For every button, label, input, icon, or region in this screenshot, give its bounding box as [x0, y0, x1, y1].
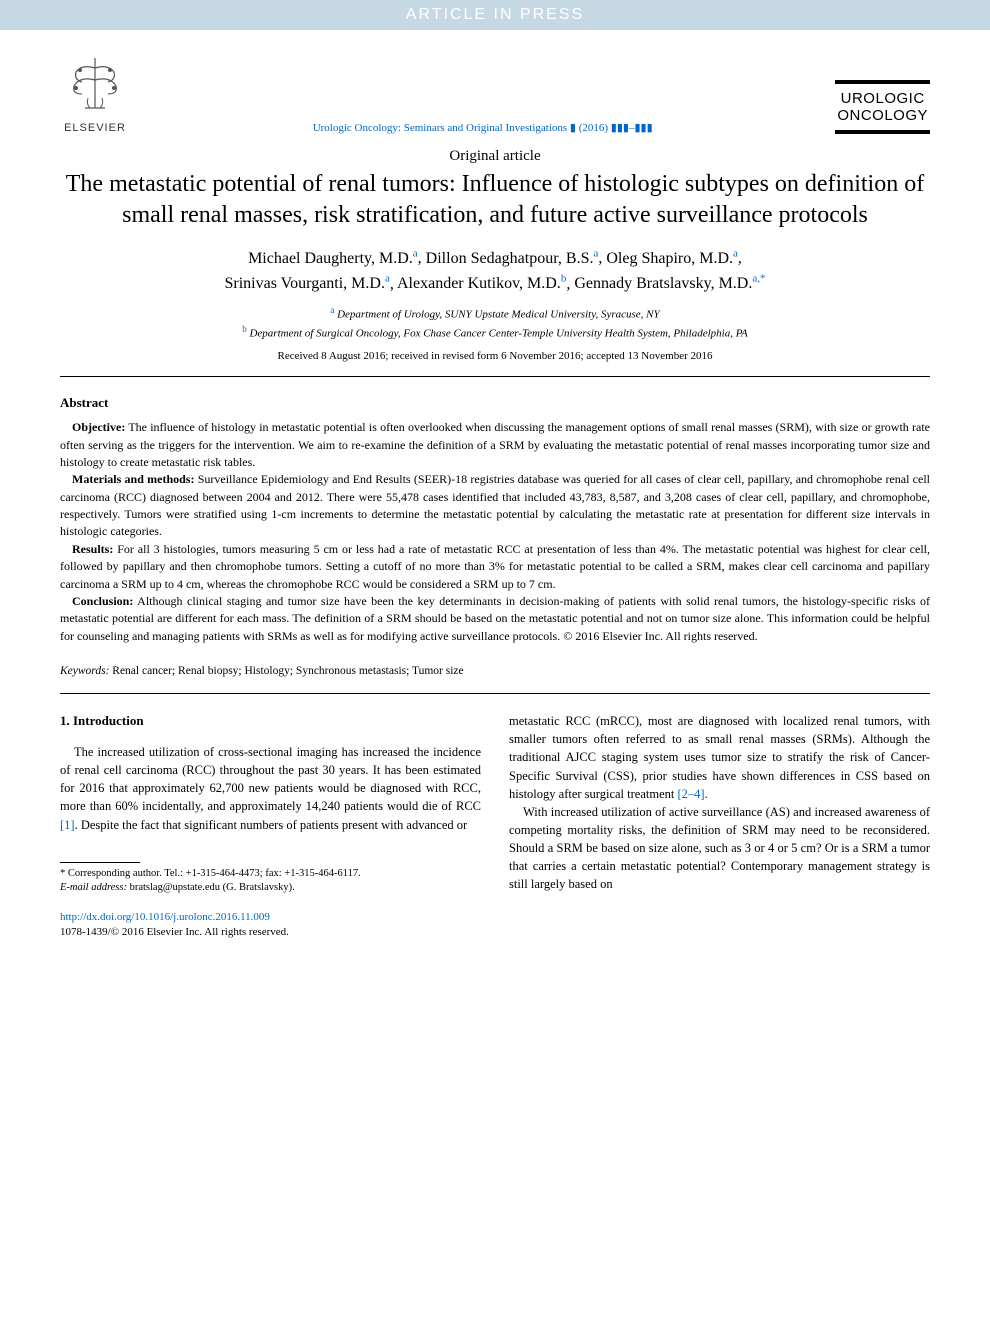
corresponding-star-icon: * — [760, 273, 766, 285]
elsevier-name: ELSEVIER — [64, 122, 126, 134]
article-title: The metastatic potential of renal tumors… — [60, 169, 930, 231]
journal-reference-link[interactable]: Urologic Oncology: Seminars and Original… — [130, 121, 835, 134]
doi-link[interactable]: http://dx.doi.org/10.1016/j.urolonc.2016… — [60, 911, 270, 923]
intro-para-1: The increased utilization of cross-secti… — [60, 743, 481, 834]
author-4: Alexander Kutikov, M.D.b — [397, 275, 566, 292]
corresponding-footnote: * Corresponding author. Tel.: +1-315-464… — [60, 867, 481, 896]
keywords-list: Renal cancer; Renal biopsy; Histology; S… — [109, 665, 463, 677]
affiliation-b: b Department of Surgical Oncology, Fox C… — [60, 323, 930, 342]
corresponding-email-line: E-mail address: bratslag@upstate.edu (G.… — [60, 881, 481, 896]
author-2: Oleg Shapiro, M.D.a — [606, 250, 738, 267]
intro-para-3: With increased utilization of active sur… — [509, 803, 930, 894]
author-5: Gennady Bratslavsky, M.D.a,* — [574, 275, 765, 292]
author-1: Dillon Sedaghatpour, B.S.a — [426, 250, 599, 267]
citation-2-4[interactable]: [2–4] — [677, 787, 704, 801]
header-row: ELSEVIER Urologic Oncology: Seminars and… — [0, 30, 990, 142]
article-in-press-banner: ARTICLE IN PRESS — [0, 0, 990, 30]
journal-title-line1: UROLOGIC — [837, 90, 928, 107]
keywords-label: Keywords: — [60, 665, 109, 677]
abstract-results: Results: For all 3 histologies, tumors m… — [60, 541, 930, 593]
divider-bottom — [60, 693, 930, 694]
intro-para-2: metastatic RCC (mRCC), most are diagnose… — [509, 712, 930, 803]
authors-block: Michael Daugherty, M.D.a, Dillon Sedagha… — [60, 245, 930, 296]
article-dates: Received 8 August 2016; received in revi… — [60, 350, 930, 362]
citation-1[interactable]: [1] — [60, 818, 75, 832]
elsevier-logo: ELSEVIER — [60, 50, 130, 134]
intro-heading: 1. Introduction — [60, 712, 481, 731]
author-0: Michael Daugherty, M.D.a — [248, 250, 418, 267]
right-column: metastatic RCC (mRCC), most are diagnose… — [509, 712, 930, 896]
abstract-conclusion: Conclusion: Although clinical staging an… — [60, 593, 930, 645]
abstract-methods: Materials and methods: Surveillance Epid… — [60, 471, 930, 541]
left-column: 1. Introduction The increased utilizatio… — [60, 712, 481, 896]
abstract-body: Objective: The influence of histology in… — [60, 419, 930, 645]
keywords-block: Keywords: Renal cancer; Renal biopsy; Hi… — [60, 665, 930, 677]
article-type: Original article — [60, 148, 930, 165]
journal-title-line2: ONCOLOGY — [837, 107, 928, 124]
copyright-line: 1078-1439/© 2016 Elsevier Inc. All right… — [60, 926, 289, 938]
affiliations-block: a Department of Urology, SUNY Upstate Me… — [60, 304, 930, 342]
author-3: Srinivas Vourganti, M.D.a — [225, 275, 390, 292]
abstract-objective: Objective: The influence of histology in… — [60, 419, 930, 471]
footnote-divider — [60, 862, 140, 863]
page-footer: http://dx.doi.org/10.1016/j.urolonc.2016… — [0, 896, 990, 971]
abstract-heading: Abstract — [60, 395, 930, 411]
corresponding-tel-fax: * Corresponding author. Tel.: +1-315-464… — [60, 867, 481, 882]
divider-top — [60, 376, 930, 377]
affiliation-a: a Department of Urology, SUNY Upstate Me… — [60, 304, 930, 323]
article-content: Original article The metastatic potentia… — [0, 148, 990, 896]
body-two-column: 1. Introduction The increased utilizatio… — [60, 712, 930, 896]
elsevier-tree-icon — [60, 50, 130, 120]
journal-title-box: UROLOGIC ONCOLOGY — [835, 80, 930, 134]
